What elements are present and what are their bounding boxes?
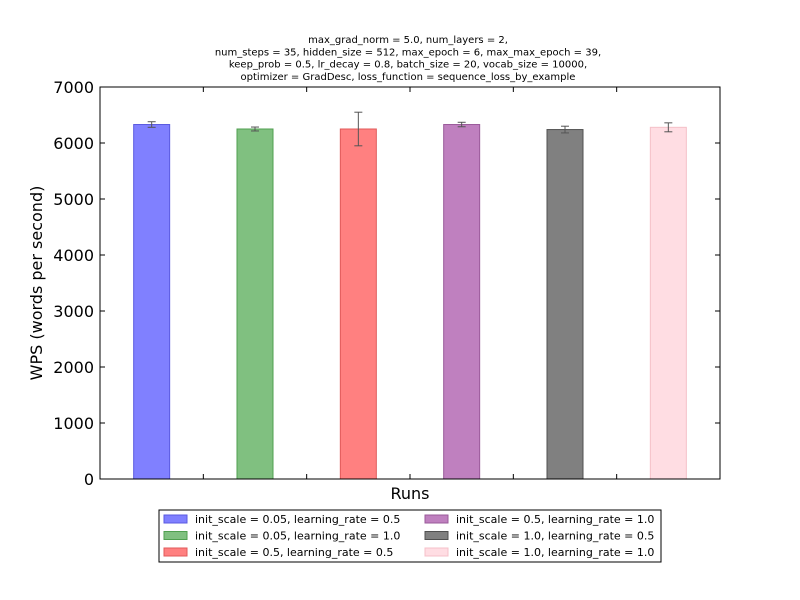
legend-label: init_scale = 1.0, learning_rate = 0.5 [456,530,654,543]
chart-title: max_grad_norm = 5.0, num_layers = 2,num_… [215,35,601,83]
legend-box [158,509,662,563]
y-tick-label: 7000 [53,78,94,97]
legend-label: init_scale = 1.0, learning_rate = 1.0 [456,546,654,559]
legend-swatch [163,547,188,557]
y-tick-label: 5000 [53,190,94,209]
legend: init_scale = 0.05, learning_rate = 0.5 in… [158,509,662,563]
y-tick-label: 4000 [53,246,94,265]
axes-frame [99,86,721,480]
bar [133,124,171,480]
title-line: num_steps = 35, hidden_size = 512, max_e… [215,47,601,58]
title-line: optimizer = GradDesc, loss_function = se… [241,72,576,83]
title-line: keep_prob = 0.5, lr_decay = 0.8, batch_s… [229,60,587,71]
y-tick-label: 2000 [53,358,94,377]
bar [236,128,274,480]
plot-area: 0 1000 2000 3000 4000 5000 6000 7000 [53,78,721,489]
legend-swatch [424,531,449,540]
legend-label: init_scale = 0.05, learning_rate = 1.0 [195,530,400,543]
y-tick-label: 1000 [53,414,94,433]
legend-swatch [424,514,449,524]
legend-swatch [424,547,449,557]
y-axis-label: WPS (words per second) [27,186,46,381]
bar [339,128,377,480]
legend-label: init_scale = 0.5, learning_rate = 0.5 [195,546,393,559]
x-axis-label: Runs [390,484,429,503]
legend-label: init_scale = 0.5, learning_rate = 1.0 [456,513,654,526]
y-tick-label: 0 [84,470,94,489]
legend-label: init_scale = 0.05, learning_rate = 0.5 [195,513,400,526]
title-line: max_grad_norm = 5.0, num_layers = 2, [308,35,508,46]
y-tick-label: 6000 [53,134,94,153]
legend-swatch [163,514,188,524]
bar [443,124,481,480]
y-tick-label: 3000 [53,302,94,321]
bar [546,129,584,480]
legend-swatch [163,531,188,540]
bar [649,126,687,480]
